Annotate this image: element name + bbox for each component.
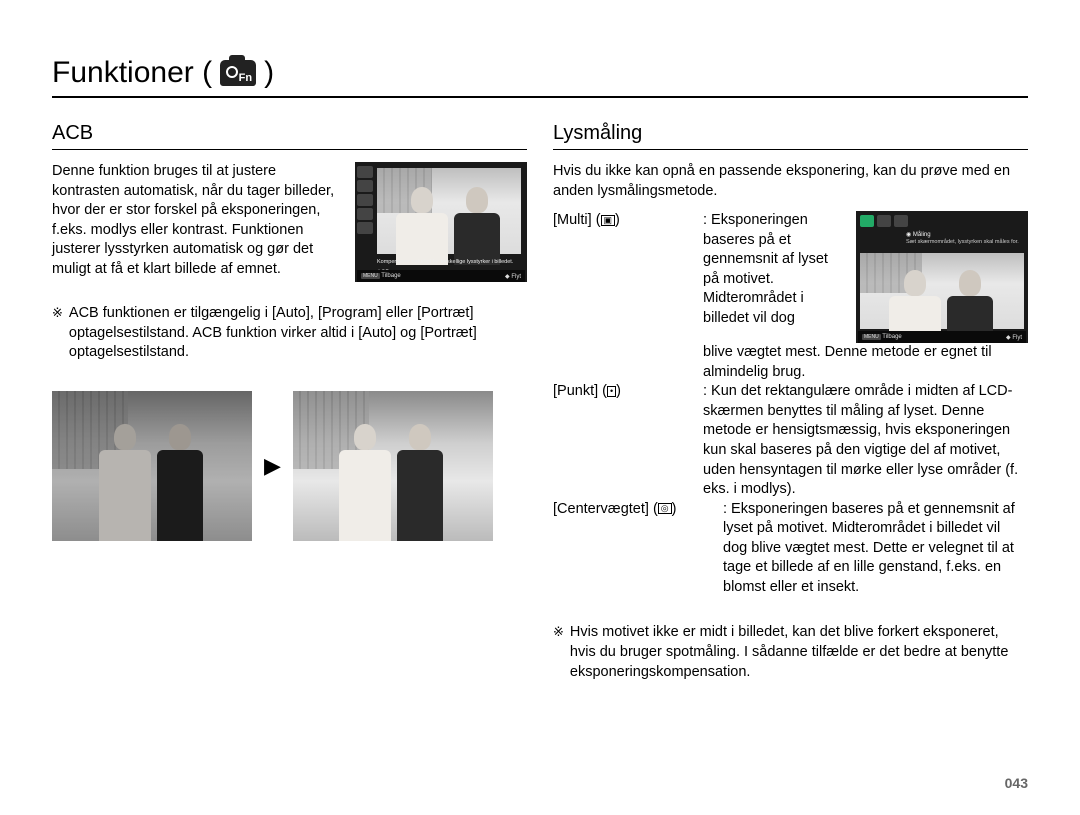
lcd-label1: ◉ Måling [906,231,931,238]
lcd-photo-area [860,253,1024,329]
columns: ACB Denne funktion bruges til at justere… [52,122,1028,682]
lcd-photo-area [377,168,521,254]
page-number: 043 [1005,775,1028,791]
metering-intro: Hvis du ikke kan opnå en passende ekspon… [553,162,1028,201]
arrow-icon: ▶ [264,453,281,479]
metering-lcd-preview: ◉ Måling Sæt skærmområdet, lysstyrken sk… [856,211,1028,343]
metering-rule [553,149,1028,150]
punkt-desc: :Kun det rektangulære område i midten af… [703,382,1028,499]
multi-desc-part1: :Eksponeringen baseres på et gennemsnit … [703,211,848,328]
lcd-label2: Sæt skærmområdet, lysstyrken skal måles … [906,239,1024,245]
metering-heading: Lysmåling [553,122,1028,145]
note-marker-icon: ※ [52,304,63,363]
acb-heading: ACB [52,122,527,145]
sample-after [293,391,493,541]
list-item: [Multi] (▣) :Eksponeringen baseres på et… [553,211,848,328]
center-desc: :Eksponeringen baseres på et gennemsnit … [723,500,1028,598]
metering-multi-block: [Multi] (▣) :Eksponeringen baseres på et… [553,211,848,343]
left-column: ACB Denne funktion bruges til at justere… [52,122,527,682]
right-column: Lysmåling Hvis du ikke kan opnå en passe… [553,122,1028,682]
lcd-back: MENU Tilbage [862,334,902,340]
camera-fn-icon [220,60,256,86]
list-item: [Centervægtet] (◎) :Eksponeringen basere… [553,500,1028,598]
title-text: Funktioner ( [52,56,212,90]
lcd-top-icons [860,215,908,227]
lcd-bottom-bar: MENU Tilbage ◆ Flyt [357,270,525,282]
metering-note-text: Hvis motivet ikke er midt i billedet, ka… [570,623,1028,682]
multi-label: [Multi] (▣) [553,211,703,328]
multi-desc-part2: blive vægtet mest. Denne metode er egnet… [703,343,1028,382]
lcd-bottom-bar: MENU Tilbage ◆ Flyt [858,331,1026,343]
sample-before [52,391,252,541]
multi-icon: ▣ [601,215,616,226]
lcd-sidebar-icons [357,166,373,278]
metering-top-row: [Multi] (▣) :Eksponeringen baseres på et… [553,211,1028,343]
lcd-caption: Kompenserer naturligt for forskellige ly… [377,259,521,266]
punkt-label: [Punkt] (•) [553,382,703,499]
center-label: [Centervægtet] (◎) [553,500,723,598]
acb-top-row: Denne funktion bruges til at justere kon… [52,162,527,282]
acb-rule [52,149,527,150]
metering-note: ※ Hvis motivet ikke er midt i billedet, … [553,623,1028,682]
acb-note-text: ACB funktionen er tilgængelig i [Auto], … [69,304,527,363]
multi-continuation: blive vægtet mest. Denne metode er egnet… [553,343,1028,382]
page-title: Funktioner ( ) [52,56,1028,90]
metering-list-rest: blive vægtet mest. Denne metode er egnet… [553,343,1028,597]
acb-lcd-preview: Kompenserer naturligt for forskellige ly… [355,162,527,282]
list-item: [Punkt] (•) :Kun det rektangulære område… [553,382,1028,499]
lcd-back: MENU Tilbage [361,273,401,279]
spot-icon: • [607,386,616,397]
before-after-row: ▶ [52,391,527,541]
lcd-move: ◆ Flyt [505,273,521,280]
acb-note: ※ ACB funktionen er tilgængelig i [Auto]… [52,304,527,363]
acb-intro: Denne funktion bruges til at justere kon… [52,162,345,282]
title-close: ) [264,56,274,90]
lcd-move: ◆ Flyt [1006,334,1022,341]
note-marker-icon: ※ [553,623,564,682]
manual-page: Funktioner ( ) ACB Denne funktion bruges… [0,0,1080,815]
title-rule [52,96,1028,98]
center-icon: ◎ [658,503,672,514]
